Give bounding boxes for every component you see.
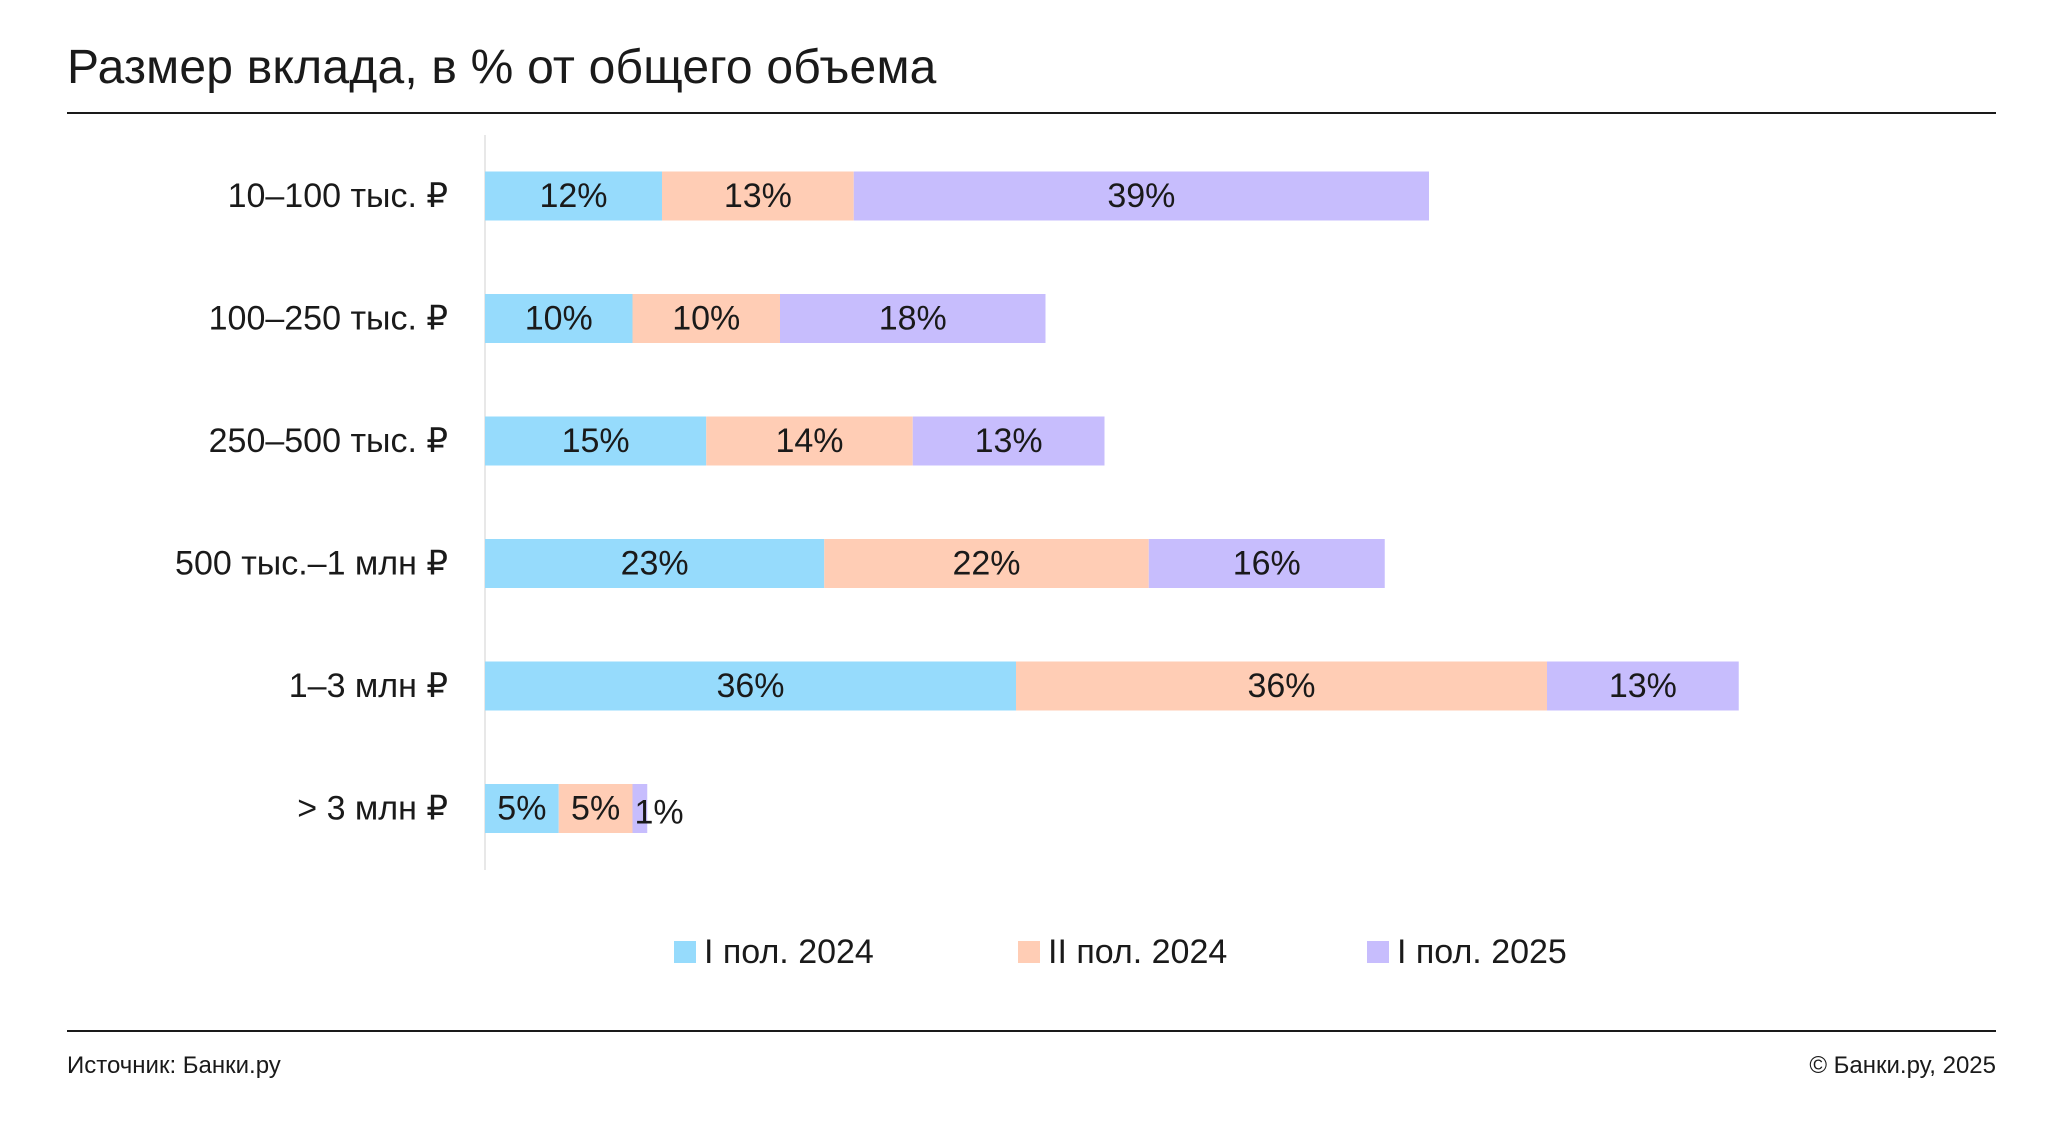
category-label: 10–100 тыс. ₽: [228, 177, 448, 215]
data-label: 16%: [1233, 545, 1301, 583]
legend-label: I пол. 2024: [704, 933, 874, 971]
bar-segment: [1547, 661, 1739, 711]
legend-swatch: [1367, 941, 1389, 963]
data-label: 13%: [724, 177, 792, 215]
data-label: 10%: [672, 300, 740, 338]
bar-segment: [912, 416, 1105, 466]
data-label: 1%: [635, 794, 684, 832]
bar-segment: [780, 294, 1046, 343]
data-label: 36%: [1247, 667, 1315, 705]
copyright-note: © Банки.ру, 2025: [1809, 1052, 1996, 1079]
data-label: 15%: [562, 422, 630, 460]
data-label: 5%: [571, 790, 620, 828]
bar-segment: [485, 416, 707, 466]
footer-divider: [67, 1030, 1996, 1032]
data-label: 39%: [1107, 177, 1175, 215]
category-label: > 3 млн ₽: [297, 790, 448, 828]
category-labels: 10–100 тыс. ₽ 100–250 тыс. ₽ 250–500 тыс. …: [175, 177, 448, 828]
data-label: 22%: [952, 545, 1020, 583]
category-label: 100–250 тыс. ₽: [209, 300, 448, 338]
bar-segment: [485, 784, 559, 833]
bar-segment: [632, 784, 648, 833]
legend-swatch: [1018, 941, 1040, 963]
data-label: 36%: [716, 667, 784, 705]
source-note: Источник: Банки.ру: [67, 1052, 281, 1079]
data-label: 12%: [539, 177, 607, 215]
data-label: 13%: [1609, 667, 1677, 705]
data-label: 18%: [879, 300, 947, 338]
bar-segment: [632, 294, 780, 343]
data-label: 10%: [525, 300, 593, 338]
bar-segment: [485, 171, 662, 221]
bar-segment: [853, 171, 1429, 221]
bar-segment: [485, 539, 825, 588]
bars-layer: 12% 13% 39% 10% 10% 18% 15% 14% 13% 23% 22% 16% 36% 3…: [484, 135, 1739, 870]
legend-label: II пол. 2024: [1048, 933, 1227, 971]
chart-title: Размер вклада, в % от общего объема: [67, 41, 937, 94]
bar-segment: [706, 416, 913, 466]
category-label: 500 тыс.–1 млн ₽: [175, 545, 448, 583]
data-label: 23%: [621, 545, 689, 583]
stacked-bar-chart: 12% 13% 39% 10% 10% 18% 15% 14% 13% 23% 22% 16% 36% 3…: [175, 135, 1739, 971]
legend: I пол. 2024 II пол. 2024 I пол. 2025: [674, 933, 1567, 971]
bar-segment: [1016, 661, 1547, 711]
legend-label: I пол. 2025: [1397, 933, 1567, 971]
bar-segment: [485, 661, 1016, 711]
data-label: 14%: [775, 422, 843, 460]
category-label: 250–500 тыс. ₽: [209, 422, 448, 460]
bar-segment: [824, 539, 1149, 588]
legend-swatch: [674, 941, 696, 963]
category-label: 1–3 млн ₽: [289, 667, 448, 705]
bar-segment: [662, 171, 854, 221]
bar-segment: [1148, 539, 1385, 588]
bar-segment: [558, 784, 633, 833]
bar-segment: [485, 294, 633, 343]
data-label: 5%: [497, 790, 546, 828]
data-label: 13%: [975, 422, 1043, 460]
title-divider: [67, 112, 1996, 114]
